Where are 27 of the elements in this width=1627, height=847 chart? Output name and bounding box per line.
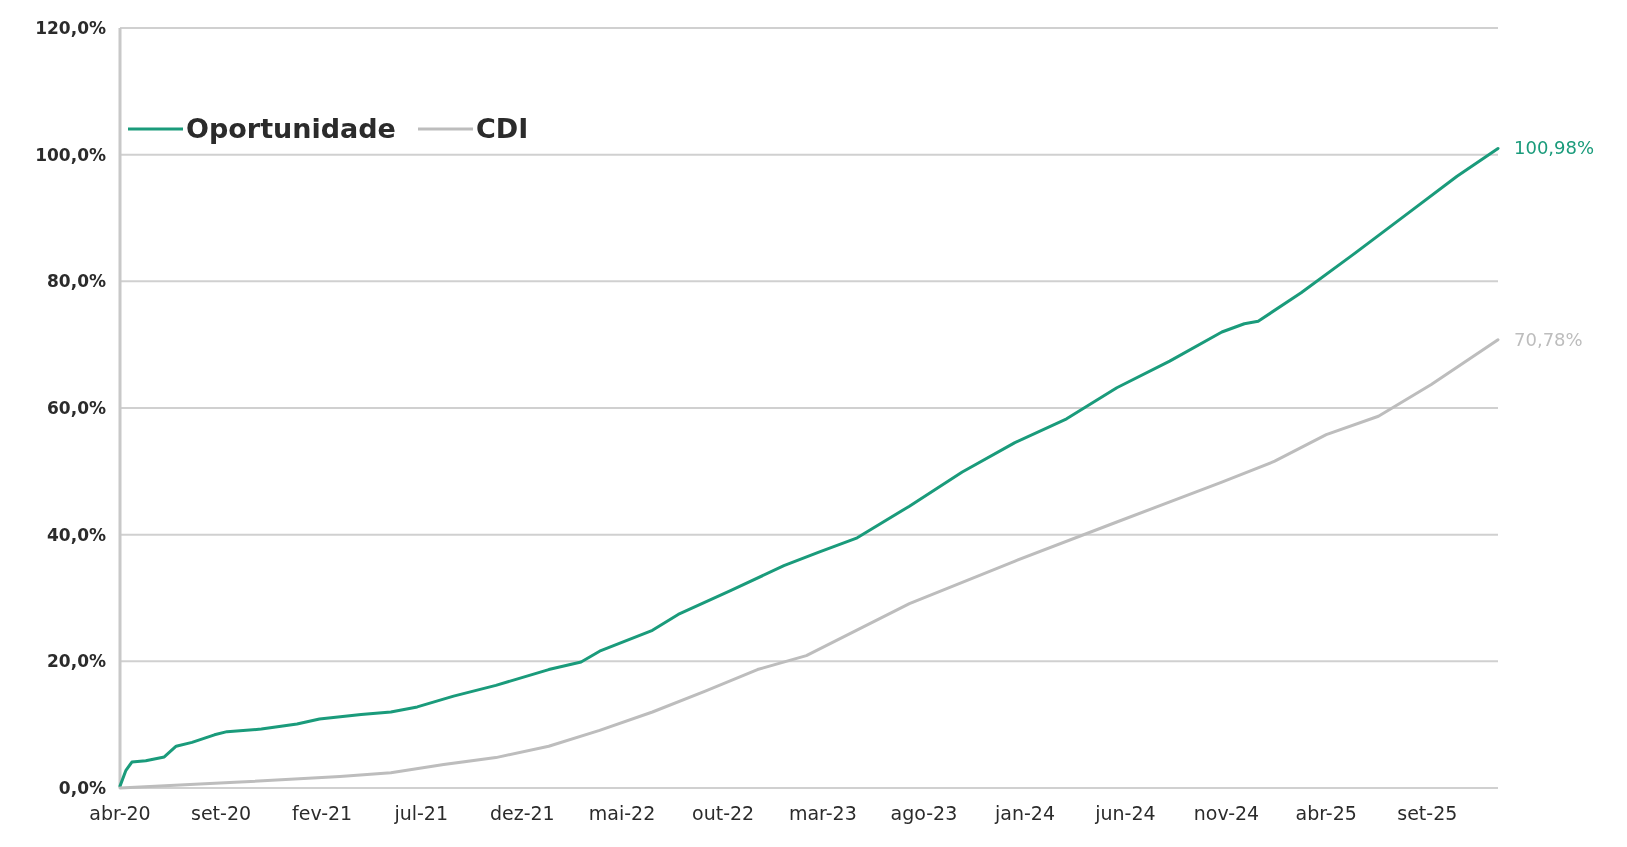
x-tick-label: jan-24 [994, 802, 1056, 824]
x-tick-label: abr-20 [89, 802, 151, 824]
y-tick-label: 100,0% [35, 144, 106, 165]
line-series [118, 338, 1500, 790]
x-tick-label: dez-21 [489, 802, 555, 824]
data-label: 100,98% [1514, 137, 1595, 159]
y-tick-label: 120,0% [35, 18, 106, 38]
x-tick-label: abr-25 [1295, 802, 1357, 824]
legend-label: CDI [476, 113, 529, 144]
y-tick-label: 40,0% [47, 524, 106, 545]
x-tick-label: mai-22 [588, 802, 656, 824]
x-tick-label: jun-24 [1094, 802, 1156, 824]
x-tick-label: nov-24 [1193, 802, 1260, 824]
x-tick-label: mar-23 [788, 802, 857, 824]
x-tick-label: set-25 [1397, 802, 1458, 824]
y-tick-label: 80,0% [47, 271, 106, 292]
x-tick-label: ago-23 [890, 802, 958, 824]
x-tick-label: jul-21 [393, 802, 449, 824]
x-tick-label: fev-21 [292, 802, 353, 824]
legend-label: Oportunidade [186, 113, 396, 144]
y-tick-label: 20,0% [47, 651, 106, 672]
line-series [118, 146, 1500, 788]
y-tick-label: 60,0% [47, 398, 106, 418]
x-tick-label: out-22 [692, 802, 755, 824]
data-label: 70,78% [1514, 328, 1583, 350]
x-tick-label: set-20 [191, 802, 252, 824]
y-tick-label: 0,0% [58, 778, 106, 798]
